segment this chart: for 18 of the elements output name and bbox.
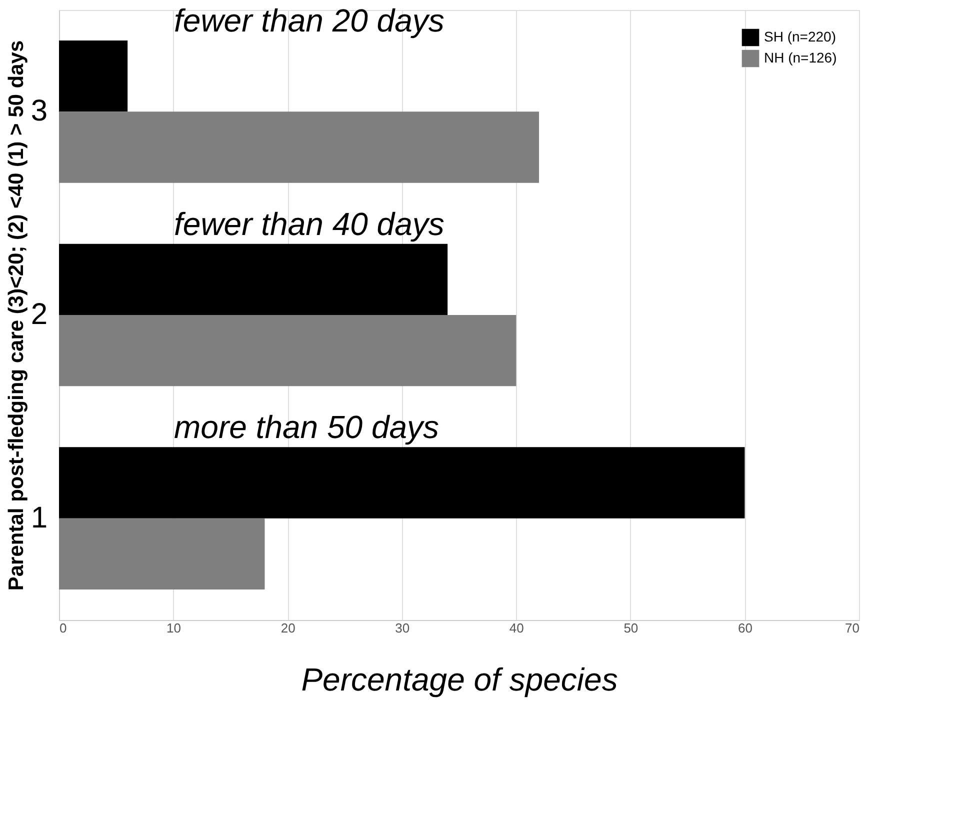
x-tick-label: 20 (280, 620, 296, 636)
annotation: fewer than 40 days (174, 206, 444, 242)
x-tick-label: 40 (509, 620, 524, 636)
annotation: fewer than 20 days (174, 2, 444, 38)
legend-label: SH (n=220) (764, 28, 836, 44)
annotation: more than 50 days (174, 409, 440, 446)
legend-label: NH (n=126) (764, 50, 837, 66)
y-axis-title: Parental post-fledging care (3)<20; (2) <40 (1) > 50 days (4, 40, 28, 591)
x-tick-label: 10 (166, 620, 182, 636)
x-tick-label: 0 (60, 620, 67, 636)
x-tick-label: 70 (845, 620, 860, 636)
x-axis-title: Percentage of species (301, 662, 618, 698)
x-tick-label: 30 (395, 620, 410, 636)
x-tick-label: 60 (738, 620, 752, 636)
y-tick-label: 1 (30, 501, 48, 534)
y-tick-label: 3 (30, 94, 48, 128)
x-tick-label: 50 (624, 620, 638, 636)
y-tick-label: 2 (30, 298, 48, 331)
